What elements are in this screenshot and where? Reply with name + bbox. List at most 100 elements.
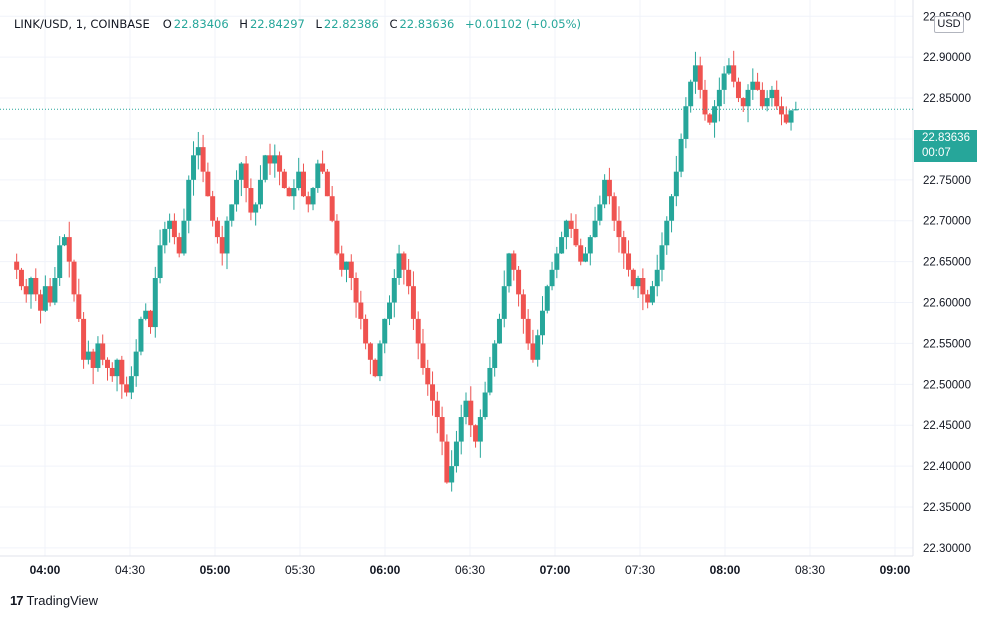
candle-body: [363, 318, 369, 344]
candle-body: [583, 253, 589, 262]
symbol-label[interactable]: LINK/USD, 1, COINBASE: [14, 17, 150, 31]
candle-body: [473, 425, 479, 442]
candle-body: [23, 286, 29, 295]
candle-body: [396, 253, 402, 278]
y-tick-label: 22.65000: [923, 257, 971, 269]
candle-body: [755, 81, 761, 90]
candle-body: [630, 269, 636, 287]
candle-body: [291, 188, 297, 197]
candle-body: [415, 318, 421, 344]
close-value: 22.83636: [399, 17, 455, 31]
candle-body: [66, 237, 72, 262]
candle-body: [745, 89, 751, 107]
candle-body: [281, 171, 287, 189]
candle-body: [559, 237, 565, 254]
candle-body: [186, 179, 192, 221]
candle-body: [391, 278, 397, 303]
candle-body: [511, 253, 517, 270]
candle-body: [76, 294, 82, 319]
candle-body: [525, 318, 531, 344]
candle-body: [611, 196, 617, 221]
candle-body: [138, 318, 144, 352]
candle-body: [492, 343, 498, 368]
candle-body: [764, 98, 770, 107]
candle-body: [238, 163, 244, 180]
x-axis: 04:00 04:30 05:00 05:30 06:00 06:30 07:00 07:30…: [30, 563, 911, 577]
currency-unit-button[interactable]: USD: [934, 16, 964, 33]
candle-body: [535, 335, 541, 360]
x-tick-label: 04:30: [115, 563, 145, 577]
candle-body: [721, 73, 727, 90]
candle-body: [669, 196, 675, 221]
candle-body: [18, 269, 24, 287]
candle-body: [348, 261, 354, 278]
candle-body: [530, 343, 536, 360]
candle-body: [205, 171, 211, 197]
candle-body: [262, 155, 268, 180]
x-tick-label: 05:00: [200, 563, 231, 577]
x-tick-label: 04:00: [30, 563, 61, 577]
candle-body: [606, 179, 612, 197]
tradingview-logo-text: TradingView: [26, 593, 99, 608]
candle-body: [678, 138, 684, 172]
x-tick-label: 07:30: [625, 563, 655, 577]
y-axis: 22.9500022.9000022.8500022.8000022.75000…: [923, 11, 971, 555]
candle-body: [597, 204, 603, 221]
candle-body: [339, 253, 345, 270]
candle-body: [726, 65, 732, 74]
candle-body: [563, 220, 569, 238]
candle-body: [329, 196, 335, 221]
y-tick-label: 22.45000: [923, 420, 971, 432]
candle-body: [420, 343, 426, 368]
candle-body: [367, 343, 373, 360]
candle-body: [444, 441, 450, 483]
candle-body: [401, 253, 407, 270]
candle-body: [616, 220, 622, 238]
candle-body: [712, 106, 718, 123]
candle-body: [267, 155, 273, 164]
x-tick-label: 09:00: [880, 563, 911, 577]
candle-body: [104, 359, 110, 368]
x-tick-label: 06:00: [370, 563, 401, 577]
close-label: C: [389, 17, 398, 31]
candle-body: [14, 261, 20, 270]
candle-body: [114, 359, 120, 377]
candle-body: [635, 278, 641, 287]
candle-body: [171, 220, 177, 238]
candle-body: [372, 359, 378, 377]
candle-body: [119, 359, 125, 385]
candle-body: [128, 376, 134, 393]
candle-body: [516, 269, 522, 295]
candle-body: [47, 286, 53, 303]
candle-body: [793, 109, 799, 111]
candle-body: [430, 384, 436, 401]
candle-body: [52, 278, 58, 303]
candle-body: [640, 278, 646, 295]
candle-body: [425, 367, 431, 385]
candle-body: [28, 278, 34, 295]
y-tick-label: 22.35000: [923, 502, 971, 514]
candle-body: [688, 81, 694, 107]
candle-body: [277, 155, 283, 172]
candle-body: [769, 89, 775, 99]
candle-body: [434, 400, 440, 418]
last-price-tag: 22.83636 00:07: [914, 130, 977, 162]
candle-body: [626, 253, 632, 270]
candle-body: [602, 179, 608, 205]
x-tick-label: 07:00: [540, 563, 571, 577]
candle-body: [731, 65, 737, 82]
candle-body: [477, 417, 483, 442]
candle-body: [148, 310, 154, 328]
bar-countdown: 00:07: [922, 147, 951, 159]
high-label: H: [239, 17, 248, 31]
chart-grid: [0, 0, 913, 556]
candle-body: [554, 253, 560, 270]
candle-body: [692, 65, 698, 82]
tradingview-logo[interactable]: 17 TradingView: [10, 593, 98, 608]
candle-body: [664, 220, 670, 246]
candle-body: [324, 171, 330, 197]
candle-body: [649, 286, 655, 303]
candle-body: [645, 294, 651, 303]
candle-body: [707, 114, 713, 123]
